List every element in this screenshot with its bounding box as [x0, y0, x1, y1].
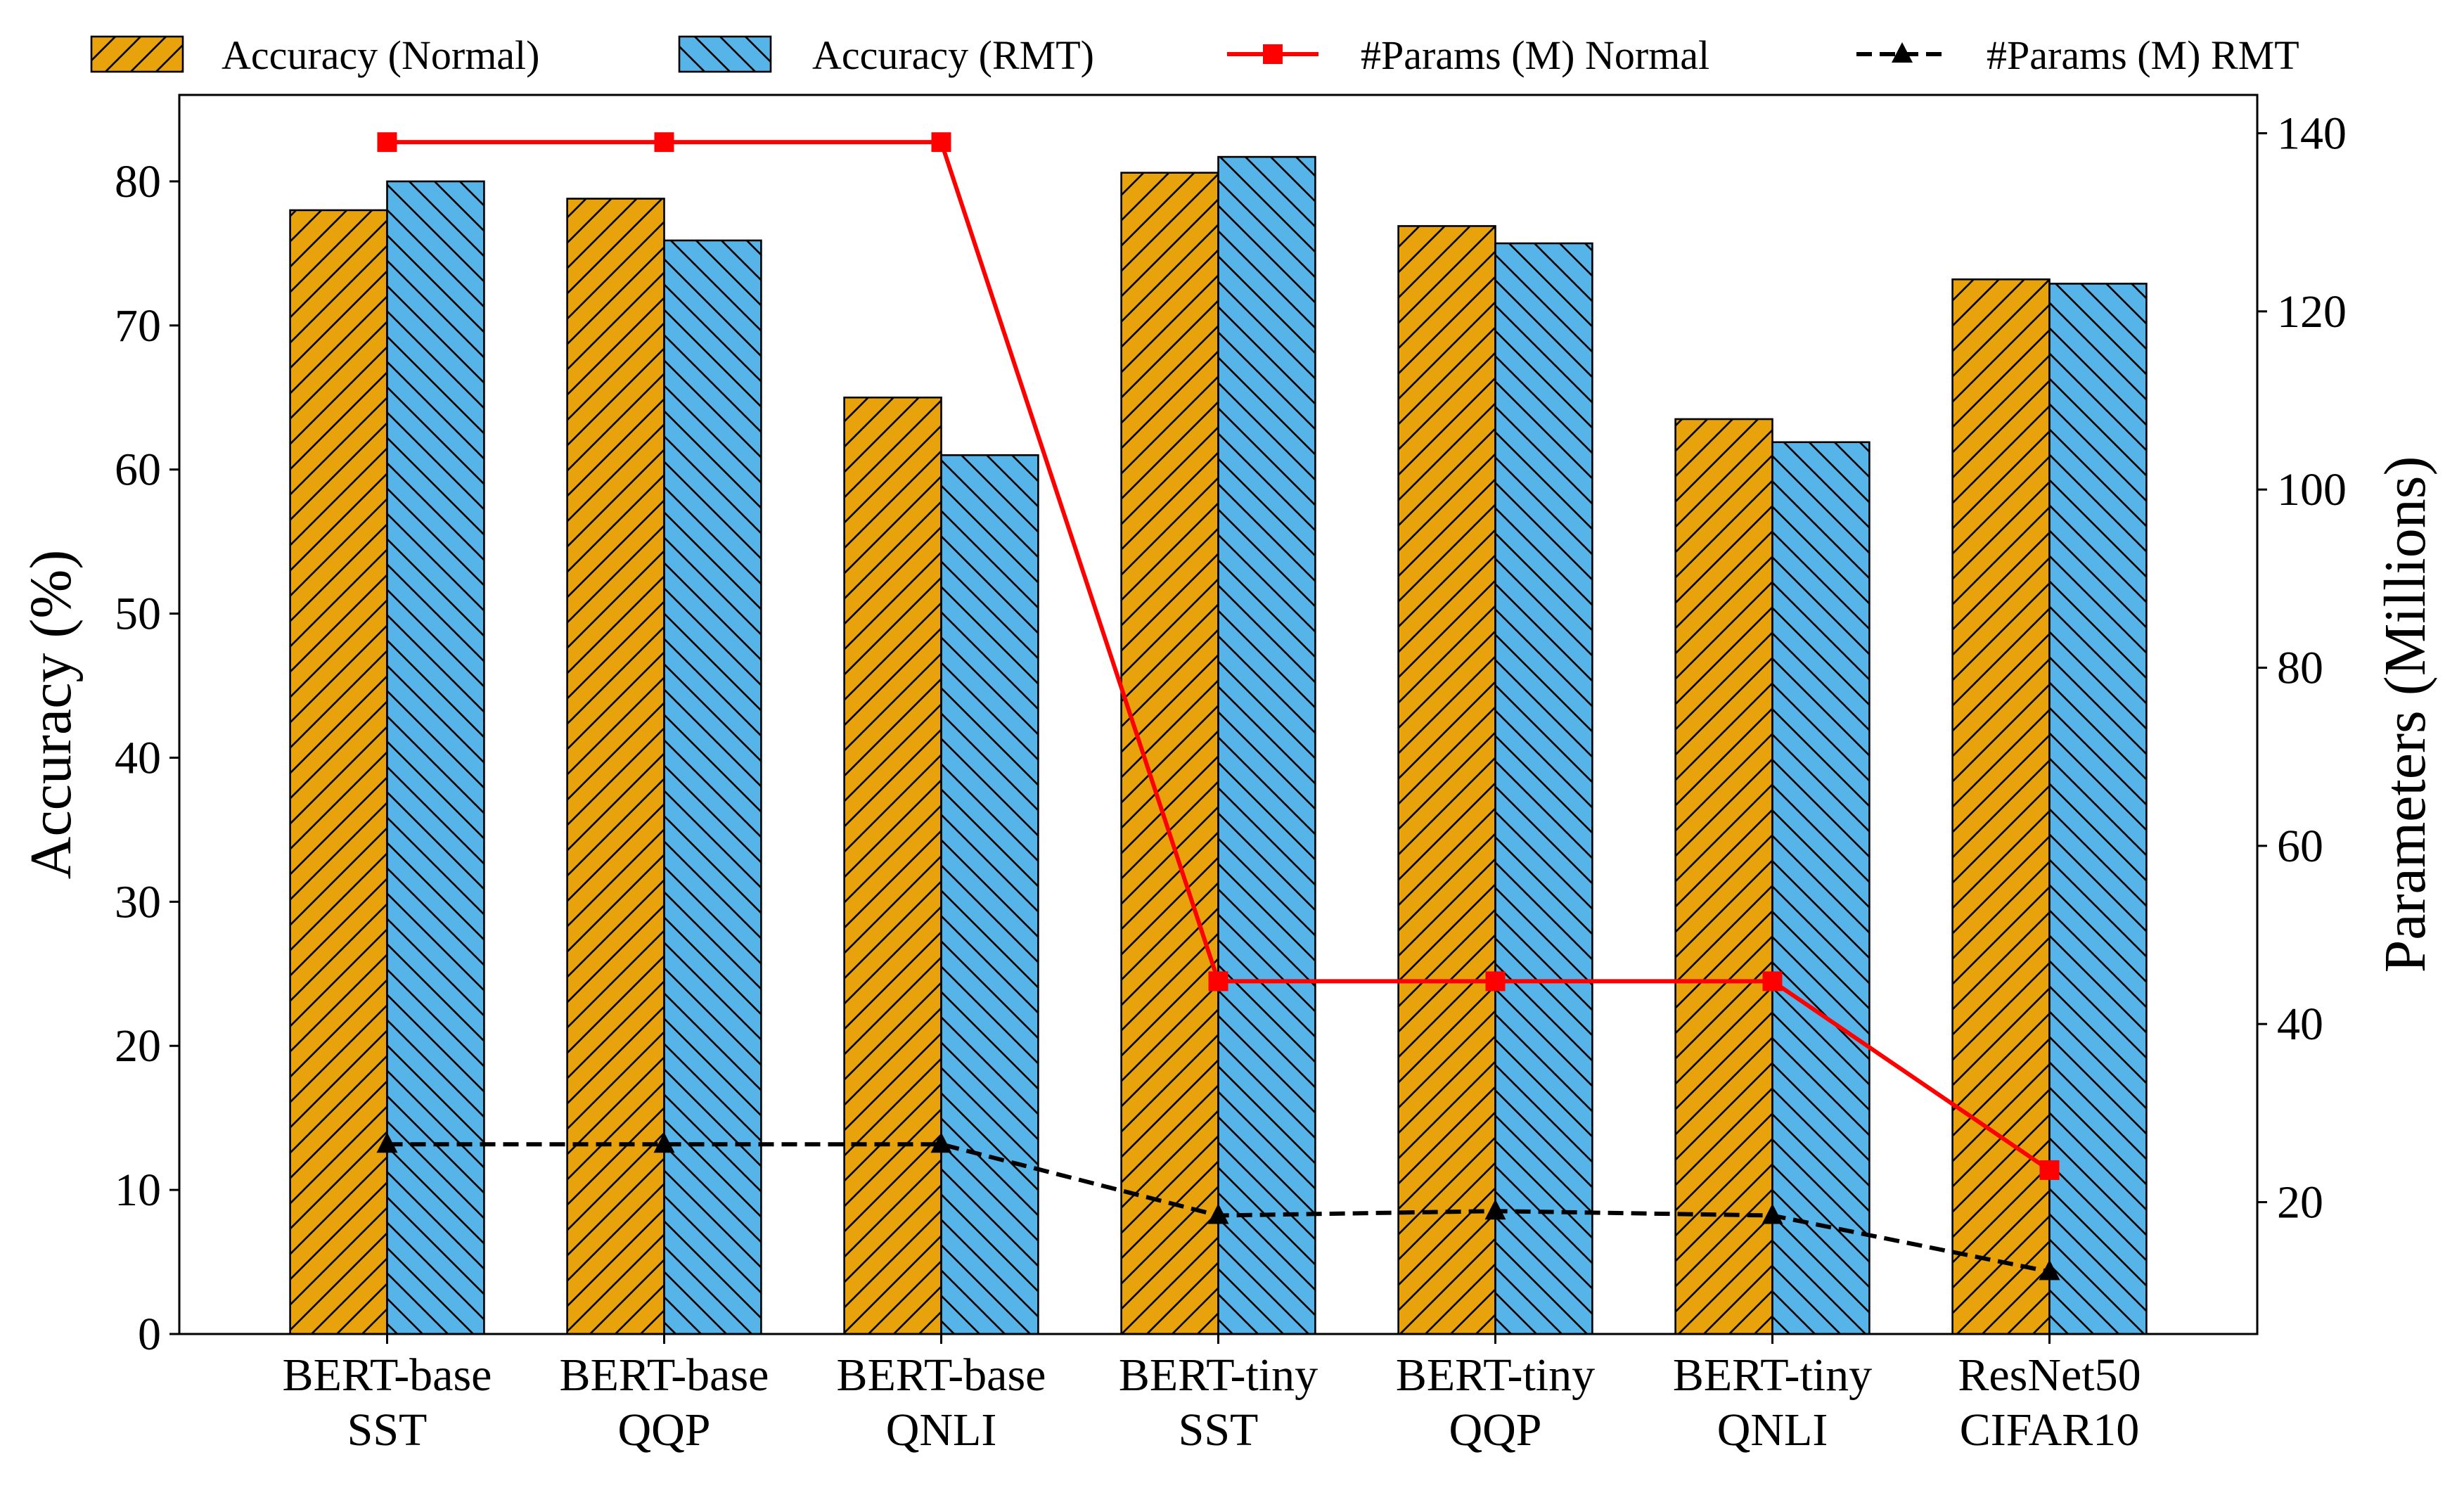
marker-params-normal-2 — [931, 132, 951, 153]
lines-layer — [376, 132, 2060, 1281]
left-tick-label: 40 — [115, 732, 161, 783]
bar-normal-2 — [843, 396, 942, 1335]
bar-rmt-6 — [2048, 283, 2148, 1335]
bar-rmt-4 — [1494, 242, 1593, 1335]
x-tick-label-model: BERT-base — [837, 1349, 1046, 1401]
legend-params-rmt-marker — [1892, 42, 1913, 63]
right-tick-label: 140 — [2277, 108, 2347, 159]
legend-params-normal-marker — [1263, 44, 1283, 64]
marker-params-normal-0 — [377, 132, 397, 153]
marker-params-normal-6 — [2039, 1160, 2060, 1180]
bar-normal-3 — [1120, 172, 1219, 1335]
bar-rmt-0 — [386, 180, 485, 1335]
legend-params-normal-label: #Params (M) Normal — [1361, 32, 1709, 78]
x-tick-label-dataset: QNLI — [1717, 1404, 1828, 1456]
x-tick-label-dataset: QNLI — [886, 1404, 997, 1456]
x-tick-label-model: BERT-tiny — [1396, 1349, 1595, 1401]
bar-rmt-5 — [1771, 441, 1871, 1335]
right-tick-label: 40 — [2277, 999, 2323, 1050]
left-tick-label: 10 — [115, 1165, 161, 1216]
marker-params-rmt-5 — [1762, 1203, 1783, 1224]
bar-normal-1 — [566, 198, 665, 1335]
legend-normal-bar-swatch — [90, 35, 184, 73]
bar-rmt-3 — [1217, 155, 1316, 1335]
x-tick-label-model: BERT-tiny — [1119, 1349, 1318, 1401]
left-tick-label: 80 — [115, 156, 161, 207]
bar-normal-5 — [1674, 418, 1773, 1335]
left-tick-label: 0 — [138, 1309, 161, 1360]
marker-params-rmt-2 — [930, 1132, 952, 1153]
left-tick-label: 60 — [115, 444, 161, 496]
marker-params-normal-1 — [654, 132, 674, 153]
bar-rmt-2 — [940, 454, 1039, 1335]
bar-normal-0 — [289, 209, 388, 1335]
bar-normal-4 — [1397, 225, 1496, 1335]
right-tick-label: 60 — [2277, 821, 2323, 872]
x-tick-label-dataset: CIFAR10 — [1960, 1404, 2140, 1456]
legend-params-rmt-label: #Params (M) RMT — [1987, 32, 2299, 78]
marker-params-rmt-3 — [1207, 1203, 1229, 1224]
left-tick-label: 20 — [115, 1020, 161, 1072]
axes-layer: 0 10 20 30 40 50 60 70 80 20 40 60 80 100 120 140 BERT-b… — [18, 94, 2438, 1456]
marker-params-rmt-0 — [376, 1132, 398, 1153]
legend-rmt-bar-swatch — [678, 35, 772, 73]
right-tick-label: 100 — [2277, 464, 2347, 515]
x-tick-label-dataset: SST — [1179, 1404, 1259, 1456]
bars-layer — [289, 155, 2148, 1335]
left-tick-label: 50 — [115, 589, 161, 640]
x-tick-label-dataset: QQP — [617, 1404, 710, 1456]
y-axis-title-left: Accuracy (%) — [18, 550, 84, 880]
y-axis-title-right: Parameters (Millions) — [2373, 456, 2438, 973]
right-tick-label: 20 — [2277, 1177, 2323, 1229]
marker-params-rmt-1 — [653, 1132, 675, 1153]
marker-params-normal-5 — [1762, 971, 1783, 992]
marker-params-normal-3 — [1208, 971, 1228, 992]
x-tick-label-dataset: QQP — [1449, 1404, 1541, 1456]
left-tick-label: 30 — [115, 876, 161, 928]
legend: Accuracy (Normal) Accuracy (RMT) #Params (… — [90, 32, 2299, 78]
left-tick-label: 70 — [115, 300, 161, 352]
right-tick-label: 80 — [2277, 642, 2323, 693]
marker-params-rmt-6 — [2039, 1259, 2060, 1281]
legend-normal-bar-label: Accuracy (Normal) — [222, 32, 539, 78]
right-tick-label: 120 — [2277, 286, 2347, 338]
bar-normal-6 — [1951, 278, 2051, 1335]
marker-params-normal-4 — [1485, 971, 1506, 992]
x-tick-label-dataset: SST — [347, 1404, 428, 1456]
bar-rmt-1 — [663, 239, 762, 1335]
x-tick-label-model: BERT-tiny — [1673, 1349, 1872, 1401]
legend-rmt-bar-label: Accuracy (RMT) — [812, 32, 1094, 78]
x-tick-label-model: BERT-base — [283, 1349, 492, 1401]
marker-params-rmt-4 — [1484, 1199, 1506, 1220]
x-tick-label-model: BERT-base — [560, 1349, 769, 1401]
x-tick-label-model: ResNet50 — [1958, 1349, 2141, 1401]
